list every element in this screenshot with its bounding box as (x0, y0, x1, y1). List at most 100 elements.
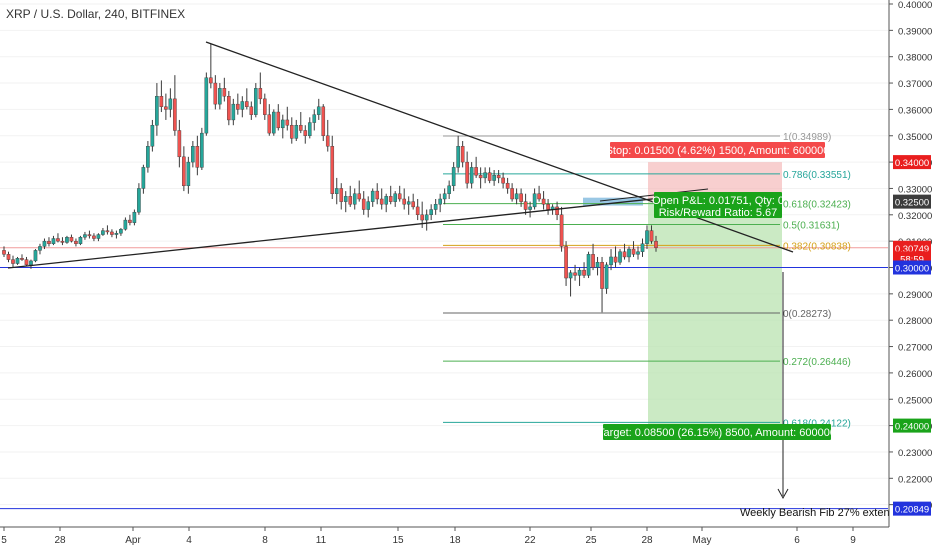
time-axis[interactable]: 5 28 Apr 4 8 11 15 18 22 25 28 May 6 9 (0, 526, 889, 546)
candle-body (447, 185, 451, 194)
candle-body (209, 77, 213, 84)
candle-body (114, 233, 119, 235)
stop-label-text: Stop: 0.01500 (4.62%) 1500, Amount: 6000… (606, 145, 830, 157)
candle-body (240, 101, 245, 110)
price-tag (893, 194, 931, 209)
price-axis[interactable]: 0.40000 0.39000 0.38000 0.37000 0.36000 0.350… (888, 0, 932, 550)
candle-body (6, 254, 11, 260)
ascending-trendline (7, 195, 681, 269)
candle-body (357, 193, 362, 200)
candle-body (604, 264, 609, 289)
candle-body (15, 258, 20, 264)
candle-body (645, 230, 649, 244)
price-tag (893, 260, 931, 275)
candle-body (420, 214, 424, 221)
fib-level-label: 0.5(0.31631) (783, 221, 840, 232)
fib-level-label: 0.382(0.30838) (783, 241, 851, 252)
candle-body (132, 211, 137, 223)
candle-body (451, 167, 456, 187)
candle-body (586, 254, 591, 276)
candle-body (298, 125, 303, 131)
candle-body (631, 248, 636, 255)
candle-body (69, 236, 74, 242)
candle-body (110, 231, 114, 235)
candle-body (546, 204, 550, 210)
candle-body (577, 269, 582, 276)
candle-body (411, 201, 415, 208)
candle-body (352, 193, 357, 205)
candle-body (101, 230, 105, 235)
candle-body (388, 196, 393, 202)
candle-body (236, 103, 240, 110)
candle-body (87, 234, 92, 237)
price-tick-label: 0.39000 (898, 26, 932, 37)
price-tick-label: 0.32000 (898, 211, 932, 222)
candle-body (640, 243, 645, 252)
candle-body (510, 188, 514, 200)
fib-level-label: 0.618(0.32423) (783, 200, 851, 211)
candle-body (29, 260, 33, 266)
time-tick-label: 15 (392, 535, 404, 546)
price-tick-label: 0.40000 (898, 0, 932, 11)
candle-body (195, 146, 200, 168)
price-tag-label: 58:59 (900, 254, 924, 265)
time-tick-label: 11 (316, 535, 327, 546)
candle-body (622, 251, 627, 258)
target-label-text: Target: 0.08500 (26.15%) 8500, Amount: 6… (598, 427, 836, 439)
candle-body (213, 82, 218, 105)
candle-body (280, 119, 285, 129)
candles (2, 43, 658, 313)
candle-body (654, 240, 658, 248)
price-tick-label: 0.23000 (898, 448, 932, 459)
candle-body (370, 190, 375, 202)
candle-body (487, 172, 492, 181)
candle-body (92, 235, 96, 239)
candle-body (478, 175, 483, 179)
candle-body (245, 101, 249, 107)
candle-body (186, 161, 191, 187)
candle-body (483, 172, 487, 179)
candle-body (460, 146, 465, 163)
candle-body (555, 206, 559, 216)
time-tick-label: 22 (524, 535, 536, 546)
time-tick-label: 8 (262, 535, 268, 546)
candle-body (24, 259, 29, 266)
candle-body (636, 251, 640, 255)
candle-body (361, 198, 366, 210)
candle-body (474, 167, 478, 176)
candle-body (285, 119, 290, 126)
candle-body (609, 256, 613, 266)
position-labels: Stop: 0.01500 (4.62%) 1500, Amount: 6000… (598, 142, 910, 519)
candle-body (379, 198, 384, 205)
candle-body (438, 198, 442, 205)
candle-body (505, 182, 510, 189)
candle-body (33, 250, 38, 262)
entry-zone (583, 197, 643, 206)
price-tick-label: 0.26000 (898, 369, 932, 380)
fib-level-label: 1(0.34989) (783, 132, 831, 143)
time-tick-label: 18 (449, 535, 461, 546)
fib-level-label: 0(0.28273) (783, 309, 831, 320)
candle-body (618, 251, 622, 263)
candle-body (119, 229, 123, 234)
price-tick-label: 0.33000 (898, 184, 932, 195)
price-tag-label: 0.34000 (895, 158, 929, 169)
time-tick-label: 5 (1, 535, 7, 546)
candle-body (20, 258, 24, 260)
candle-body (402, 198, 406, 205)
candle-body (307, 122, 312, 136)
candle-body (595, 262, 600, 268)
time-tick-label: Apr (125, 535, 141, 546)
candle-body (415, 206, 420, 216)
price-tick-label: 0.27000 (898, 343, 932, 354)
price-tick-label: 0.29000 (898, 290, 932, 301)
candle-body (375, 190, 380, 200)
candle-body (591, 254, 595, 268)
candle-body (200, 132, 204, 168)
candle-body (150, 125, 155, 147)
candle-body (128, 219, 132, 223)
stop-label-box (610, 142, 825, 158)
candle-body (496, 175, 501, 179)
candle-body (393, 193, 398, 202)
